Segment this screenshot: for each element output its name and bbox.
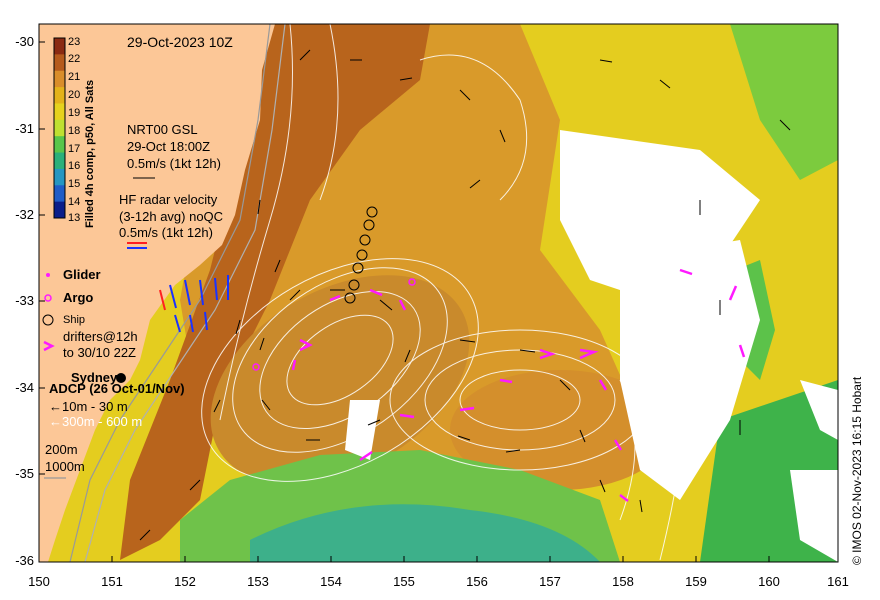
nrt-title: NRT00 GSL xyxy=(127,122,198,137)
colorbar-swatch xyxy=(54,38,65,55)
x-tick-label: 151 xyxy=(101,574,123,589)
x-tick-label: 161 xyxy=(827,574,849,589)
colorbar-swatch xyxy=(54,152,65,170)
y-tick-label: -36 xyxy=(15,553,34,568)
colorbar-tick: 20 xyxy=(68,89,81,101)
colorbar-tick: 21 xyxy=(68,71,81,83)
x-tick-label: 159 xyxy=(685,574,707,589)
ship-label: Ship xyxy=(63,314,86,326)
velocity-arrows xyxy=(139,49,791,541)
ship-track xyxy=(344,206,378,304)
colorbar-swatch xyxy=(54,136,65,154)
green-northeast xyxy=(730,24,838,180)
nrt-scale: 0.5m/s (1kt 12h) xyxy=(127,156,221,171)
x-tick-label: 160 xyxy=(758,574,780,589)
isobath-1000-label: 1000m xyxy=(45,459,85,474)
colorbar-tick: 23 xyxy=(68,36,81,48)
adcp-deep: ←300m - 600 m xyxy=(49,414,143,429)
copyright-text: © IMOS 02-Nov-2023 16:15 Hobart xyxy=(850,376,864,565)
colorbar-tick: 17 xyxy=(68,143,81,155)
x-tick-label: 154 xyxy=(320,574,342,589)
cloud-gap-3 xyxy=(800,380,838,440)
x-tick-label: 153 xyxy=(247,574,269,589)
colorbar-tick: 22 xyxy=(68,53,81,65)
y-tick-label: -33 xyxy=(15,293,34,308)
land-australia xyxy=(39,24,275,562)
x-tick-label: 157 xyxy=(539,574,561,589)
y-tick-label: -30 xyxy=(15,34,34,49)
drifter-tracks xyxy=(291,268,746,502)
x-tick-label: 156 xyxy=(466,574,488,589)
isobath-200-label: 200m xyxy=(45,442,78,457)
adcp-title: ADCP (26 Oct-01/Nov) xyxy=(49,381,185,396)
x-tick-label: 150 xyxy=(28,574,50,589)
adcp-shallow: ←10m - 30 m xyxy=(49,399,128,414)
colorbar-swatch xyxy=(54,70,65,88)
argo-float xyxy=(252,363,260,371)
colorbar-swatch xyxy=(54,185,65,203)
cloud-gap-2 xyxy=(620,240,760,500)
sydney-label: Sydney xyxy=(71,370,118,385)
y-tick-label: -34 xyxy=(15,380,34,395)
cool-water-core xyxy=(250,504,600,562)
hf-radar-vectors xyxy=(159,275,229,333)
glider-label: Glider xyxy=(63,267,101,282)
colorbar-tick: 13 xyxy=(68,212,81,224)
argo-symbol xyxy=(44,294,52,302)
axis-ticks xyxy=(39,41,770,562)
colorbar-tick: 18 xyxy=(68,125,81,137)
hf-title: HF radar velocity xyxy=(119,192,218,207)
drifters-label-1: drifters@12h xyxy=(63,329,138,344)
colorbar-label: Filled 4h comp, p50, All Sats xyxy=(84,79,96,228)
map-date-title: 29-Oct-2023 10Z xyxy=(127,34,233,50)
colorbar-swatch xyxy=(54,87,65,104)
nrt-time: 29-Oct 18:00Z xyxy=(127,139,211,154)
isobath-1000m xyxy=(84,24,286,562)
colorbar-swatch xyxy=(54,168,65,186)
drifter-symbol xyxy=(43,340,55,352)
argo-label: Argo xyxy=(63,290,94,305)
y-tick-label: -31 xyxy=(15,121,34,136)
cloud-gap-5 xyxy=(345,400,380,460)
colorbar-tick: 15 xyxy=(68,178,81,190)
colorbar-swatch xyxy=(54,119,65,137)
argo-float xyxy=(408,278,416,286)
eac-core xyxy=(120,24,430,560)
x-tick-label: 158 xyxy=(612,574,634,589)
colorbar-frame xyxy=(53,37,66,219)
y-tick-label: -32 xyxy=(15,207,34,222)
colorbar-tick: 16 xyxy=(68,160,81,172)
y-tick-label: -35 xyxy=(15,466,34,481)
colorbar-swatch xyxy=(54,54,65,72)
colorbar xyxy=(53,37,66,219)
colorbar-swatch xyxy=(54,103,65,121)
glider-symbol xyxy=(46,273,50,277)
plot-frame xyxy=(38,23,839,563)
x-tick-label: 152 xyxy=(174,574,196,589)
colorbar-tick: 14 xyxy=(68,196,81,208)
hf-avg: (3-12h avg) noQC xyxy=(119,209,224,224)
x-tick-label: 155 xyxy=(393,574,415,589)
cloud-gap-4 xyxy=(790,470,838,562)
hf-scale: 0.5m/s (1kt 12h) xyxy=(119,225,213,240)
colorbar-tick: 19 xyxy=(68,107,81,119)
ship-symbol xyxy=(42,314,54,326)
sydney-marker xyxy=(116,373,126,383)
colorbar-swatch xyxy=(54,201,65,219)
ssh-contours xyxy=(201,24,688,561)
drifters-label-2: to 30/10 22Z xyxy=(63,345,136,360)
